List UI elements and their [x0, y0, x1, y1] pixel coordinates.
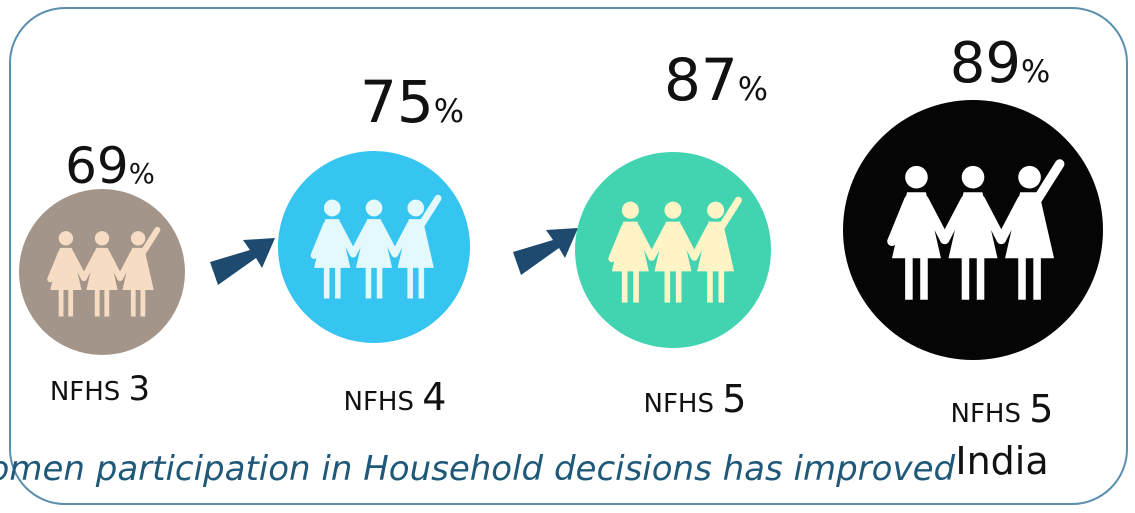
survey-label: NFHS 3	[50, 369, 150, 409]
percent-unit: %	[738, 70, 768, 108]
survey-name: NFHS	[644, 389, 714, 419]
survey-label: NFHS 5	[644, 377, 747, 421]
survey-label: NFHS 5	[951, 387, 1054, 431]
percent-unit: %	[434, 92, 464, 130]
percent: 89%	[950, 31, 1051, 96]
percent-unit: %	[1021, 54, 1050, 90]
percent-value: 69	[65, 137, 129, 195]
percent-unit: %	[129, 158, 155, 190]
region: India	[955, 439, 1048, 483]
percent-value: 87	[664, 46, 738, 114]
percent-value: 89	[950, 31, 1021, 96]
survey-number: 4	[422, 375, 446, 419]
survey-label: NFHS 4	[344, 375, 447, 419]
percent: 87%	[664, 46, 768, 114]
survey-name: NFHS	[50, 377, 120, 407]
survey-number: 5	[1029, 387, 1053, 431]
arrow	[513, 228, 578, 275]
arrow	[210, 238, 275, 285]
percent: 69%	[65, 137, 155, 195]
percent: 75%	[360, 68, 464, 136]
survey-name: NFHS	[344, 387, 414, 417]
survey-number: 3	[129, 369, 151, 409]
survey-name: NFHS	[951, 399, 1021, 429]
caption: Women participation in Household decisio…	[0, 449, 955, 489]
frame	[9, 7, 1128, 505]
percent-value: 75	[360, 68, 434, 136]
survey-number: 5	[722, 377, 746, 421]
